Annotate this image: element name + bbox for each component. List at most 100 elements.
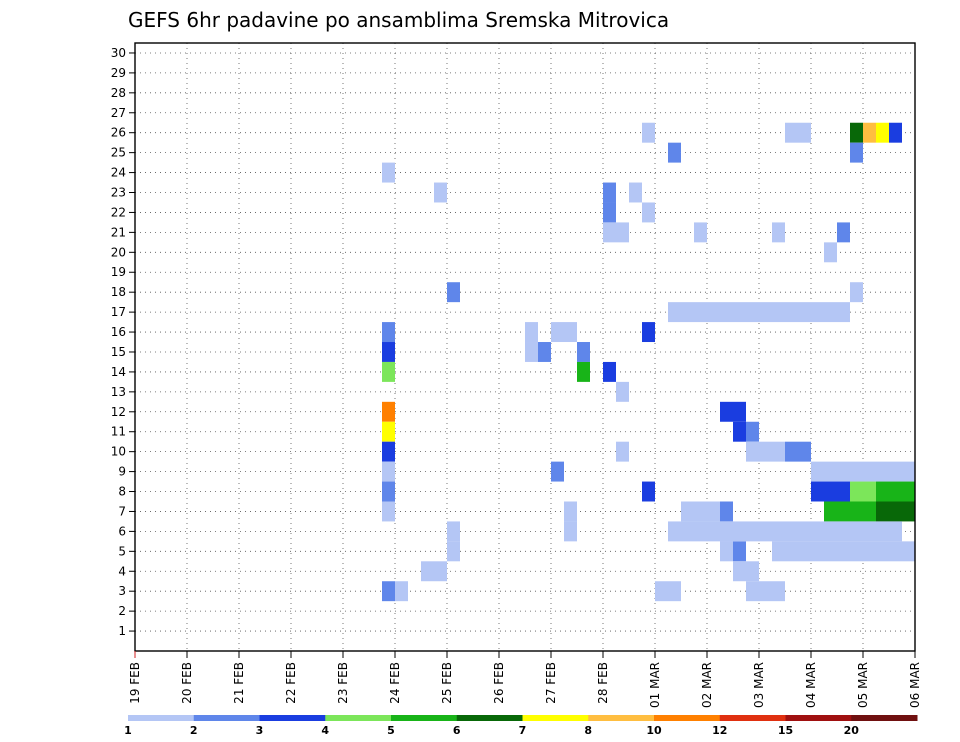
precipitation-cell [876,521,889,542]
y-tick-label: 18 [111,285,126,299]
precipitation-cell [759,581,772,602]
y-tick-label: 12 [111,405,126,419]
precipitation-cell [824,302,837,323]
y-tick-label: 25 [111,146,126,160]
precipitation-cell [759,441,772,462]
colorbar-segment [588,715,655,721]
precipitation-cell [551,322,564,343]
colorbar-segment [193,715,260,721]
precipitation-cell [603,182,616,203]
precipitation-cell [447,521,460,542]
colorbar-segment [259,715,326,721]
colorbar-segment [851,715,918,721]
precipitation-cell [642,481,655,502]
precipitation-cell [681,501,694,522]
y-tick-label: 6 [118,524,126,538]
precipitation-cell [902,461,915,482]
y-tick-label: 14 [111,365,126,379]
precipitation-cell [720,501,733,522]
precipitation-cell [733,561,746,582]
y-tick-label: 15 [111,345,126,359]
precipitation-cell [889,521,902,542]
y-tick-label: 10 [111,445,126,459]
precipitation-cell [876,501,889,522]
precipitation-cell [720,302,733,323]
precipitation-cell [772,222,785,243]
grid-lines [135,43,915,651]
precipitation-cell [642,202,655,223]
chart-title: GEFS 6hr padavine po ansamblima Sremska … [128,8,669,32]
y-tick-label: 17 [111,305,126,319]
precipitation-cell [382,441,395,462]
precipitation-cell [577,361,590,382]
colorbar-label: 1 [124,724,132,737]
precipitation-cell [772,541,785,562]
x-tick-label: 26 FEB [492,662,506,704]
x-tick-label: 05 MAR [856,662,870,708]
y-tick-label: 1 [118,624,126,638]
precipitation-cell [616,441,629,462]
precipitation-cell [772,441,785,462]
precipitation-cell [447,282,460,303]
precipitation-cell [421,561,434,582]
precipitation-cell [707,521,720,542]
precipitation-cell [681,302,694,323]
precipitation-cell [434,182,447,203]
colorbar-segment [128,715,195,721]
precipitation-cell [902,481,915,502]
precipitation-cell [785,122,798,143]
precipitation-cell [798,521,811,542]
precipitation-cell [564,501,577,522]
precipitation-cell [811,521,824,542]
precipitation-cell [837,302,850,323]
precipitation-cell [382,322,395,343]
colorbar-segment [391,715,458,721]
precipitation-cell [382,461,395,482]
precipitation-cell [837,521,850,542]
precipitation-cell [863,122,876,143]
x-tick-label: 20 FEB [180,662,194,704]
precipitation-cell [603,202,616,223]
precipitation-cell [811,481,824,502]
precipitation-cell [668,142,681,163]
y-tick-label: 8 [118,485,126,499]
precipitation-cell [850,461,863,482]
precipitation-cell [707,302,720,323]
precipitation-cell [850,541,863,562]
y-tick-label: 20 [111,245,126,259]
colorbar-label: 2 [190,724,198,737]
precipitation-cell [382,421,395,442]
precipitation-cell [642,322,655,343]
precipitation-cell [694,222,707,243]
precipitation-cell [538,342,551,362]
precipitation-cell [564,322,577,343]
precipitation-cell [382,581,395,602]
precipitation-cell [759,302,772,323]
precipitation-cell [850,501,863,522]
precipitation-cell [824,501,837,522]
precipitation-cell [798,122,811,143]
precipitation-cell [382,162,395,183]
precipitation-cell [837,461,850,482]
precipitation-cell [759,521,772,542]
precipitation-cell [863,541,876,562]
precipitation-cell [824,541,837,562]
precipitation-cell [863,521,876,542]
precipitation-cell [616,381,629,402]
y-tick-label: 16 [111,325,126,339]
precipitation-cell [824,461,837,482]
x-tick-label: 02 MAR [700,662,714,708]
precipitation-cell [382,361,395,382]
y-tick-label: 26 [111,126,126,140]
y-tick-label: 4 [118,564,126,578]
colorbar-segment [654,715,721,721]
precipitation-cell [772,302,785,323]
precipitation-cell [642,122,655,143]
precipitation-cell [876,461,889,482]
y-tick-label: 27 [111,106,126,120]
y-tick-label: 13 [111,385,126,399]
precipitation-cell [720,541,733,562]
precipitation-cell [850,142,863,163]
precipitation-cell [798,302,811,323]
